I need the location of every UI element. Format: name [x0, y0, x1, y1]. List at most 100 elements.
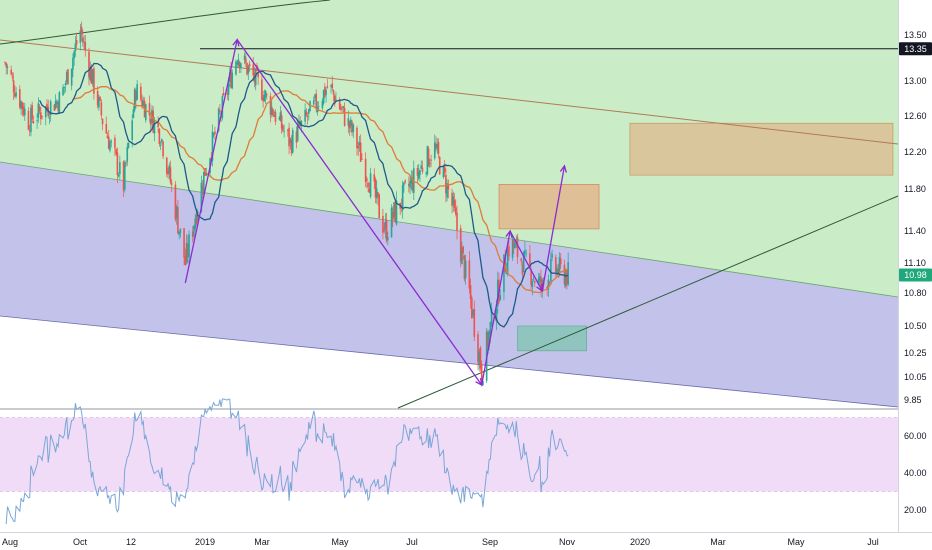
candle-body [395, 200, 398, 225]
swing-arrow-segment[interactable] [184, 39, 238, 284]
price-tick-label: 10.25 [904, 348, 927, 358]
candle [158, 127, 161, 147]
candle [84, 34, 87, 57]
candle-body [152, 110, 154, 133]
candle-body [93, 68, 95, 94]
candle-body [231, 72, 234, 89]
swing-arrow-segment[interactable] [481, 230, 511, 386]
candle-body [64, 83, 67, 86]
candle-body [88, 51, 90, 78]
candle-body [261, 79, 263, 100]
candle-body [315, 93, 318, 109]
candle [6, 64, 9, 75]
candle [289, 137, 292, 150]
level-price-tag[interactable]: 13.35 [899, 42, 932, 56]
swing-arrow-segment[interactable] [509, 230, 543, 292]
candle [377, 191, 379, 206]
candle-body [534, 281, 536, 283]
candle [283, 124, 285, 138]
candle [261, 72, 263, 101]
candle-body [375, 188, 378, 199]
swing-arrows[interactable] [184, 38, 567, 387]
candle [383, 222, 385, 234]
candle [322, 89, 325, 106]
candle-body [564, 273, 567, 287]
swing-arrow-segment[interactable] [236, 39, 483, 386]
price-tick-label: 10.80 [904, 288, 927, 298]
candle [469, 278, 472, 309]
candle [152, 106, 154, 134]
candle-body [38, 106, 41, 112]
candle [306, 112, 309, 125]
price-pane[interactable] [0, 0, 899, 409]
candle-body [219, 110, 221, 112]
candle [177, 199, 179, 234]
rsi-line [5, 398, 569, 524]
candle-body [367, 182, 369, 188]
time-axis[interactable]: Aug Oct 12 2019 Mar May Jul Sep Nov 2020 Mar May Jul [2, 537, 879, 547]
candle [490, 302, 493, 327]
candle-body [127, 142, 130, 148]
candle [516, 233, 519, 264]
candle [496, 271, 499, 314]
candle-body [335, 99, 337, 102]
rsi-pane[interactable] [0, 398, 898, 524]
orange-zone-1[interactable] [498, 184, 600, 230]
candle [342, 105, 345, 113]
teal-zone[interactable] [517, 325, 587, 352]
candle [447, 179, 450, 199]
candle [148, 95, 151, 123]
candle [358, 135, 361, 152]
candle-body [247, 66, 250, 74]
orange-zone-2[interactable] [629, 122, 894, 176]
candle [384, 213, 387, 239]
candle-body [531, 281, 534, 287]
price-axis[interactable]: 13.50 13.00 12.60 12.20 11.80 11.40 11.10 10.80… [904, 30, 927, 405]
candle [212, 132, 215, 138]
candle [179, 228, 182, 238]
candle-body [280, 115, 283, 129]
channel-mid-line [0, 161, 899, 298]
candle-body [132, 109, 135, 118]
candle [347, 110, 350, 133]
candle-body [461, 248, 463, 265]
candle-body [430, 159, 432, 161]
candle-body [348, 121, 351, 129]
candle-body [452, 196, 455, 205]
candle [272, 108, 274, 117]
candle [430, 154, 432, 168]
candle-body [90, 66, 93, 84]
candle-body [178, 231, 180, 236]
candle [566, 269, 568, 290]
candle-body [548, 282, 551, 284]
candle-body [262, 97, 264, 102]
candle [321, 98, 324, 111]
candle-body [520, 258, 523, 262]
candle-body [529, 253, 531, 267]
candle-body [110, 141, 113, 143]
candle-body [384, 221, 387, 230]
candle-body [522, 251, 525, 273]
candle-body [119, 162, 121, 175]
candle-body [419, 170, 421, 176]
candle-body [165, 157, 168, 174]
candle [240, 62, 242, 74]
candle [473, 300, 476, 342]
time-tick-label: 12 [126, 537, 136, 547]
upper-channel-fill [0, 0, 898, 297]
candle-body [248, 63, 251, 67]
candle-body [5, 62, 8, 68]
candle [463, 254, 466, 282]
current-price-tag[interactable]: 10.98 [899, 268, 932, 282]
candle-body [567, 262, 569, 285]
trend-resistance-line[interactable] [0, 39, 899, 145]
candle-body [289, 138, 292, 144]
candle-body [473, 309, 476, 337]
candle-body [212, 133, 215, 136]
candle [468, 251, 471, 294]
swing-arrow-segment[interactable] [541, 165, 566, 292]
candle [511, 235, 514, 261]
rsi-axis[interactable]: 60.00 40.00 20.00 [904, 431, 927, 515]
candle-body [469, 285, 472, 300]
